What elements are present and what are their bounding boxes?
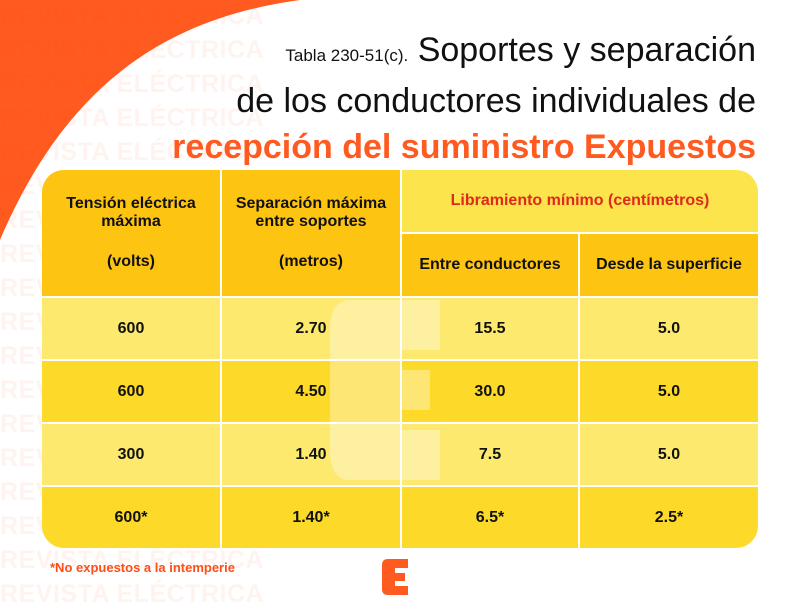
page-title: Tabla 230-51(c). Soportes y separación d… <box>172 28 756 170</box>
table-cell: 30.0 <box>402 361 578 422</box>
header-voltage: Tensión eléctrica máxima (volts) <box>42 170 220 296</box>
header-separation: Separación máxima entre soportes (metros) <box>222 170 400 296</box>
title-line-3: recepción del suministro Expuestos <box>172 128 756 166</box>
table-cell: 300 <box>42 424 220 485</box>
header-clearance-group: Libramiento mínimo (centímetros) <box>402 170 758 232</box>
table-cell: 6.5* <box>402 487 578 548</box>
footnote: *No expuestos a la intemperie <box>50 560 235 575</box>
table-cell: 1.40* <box>222 487 400 548</box>
brand-e-logo <box>382 559 408 595</box>
table-cell: 15.5 <box>402 298 578 359</box>
table-cell: 2.5* <box>580 487 758 548</box>
table-cell: 600 <box>42 361 220 422</box>
table-cell: 5.0 <box>580 361 758 422</box>
table-cell: 600 <box>42 298 220 359</box>
header-between-conductors: Entre conductores <box>402 234 578 296</box>
table-cell: 2.70 <box>222 298 400 359</box>
table-cell: 600* <box>42 487 220 548</box>
header-from-surface: Desde la superficie <box>580 234 758 296</box>
watermark-e-logo <box>330 300 440 480</box>
table-cell: 4.50 <box>222 361 400 422</box>
table-cell: 5.0 <box>580 298 758 359</box>
table-cell: 1.40 <box>222 424 400 485</box>
title-line-1: Soportes y separación <box>417 31 756 69</box>
table-cell: 5.0 <box>580 424 758 485</box>
table-number: Tabla 230-51(c). <box>285 46 409 65</box>
title-line-2: de los conductores individuales de <box>236 82 756 120</box>
data-table: Tensión eléctrica máxima (volts) Separaci… <box>42 170 758 548</box>
table-cell: 7.5 <box>402 424 578 485</box>
